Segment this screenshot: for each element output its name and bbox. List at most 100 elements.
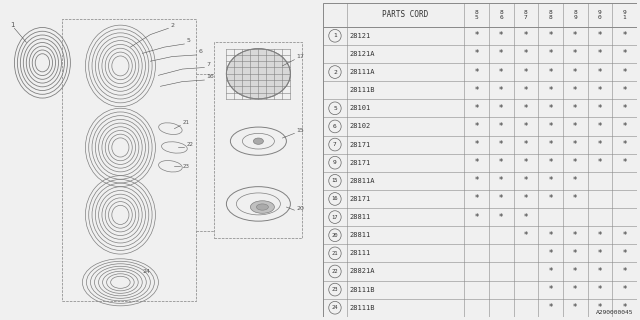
Text: 7: 7 [206, 62, 211, 67]
Text: 28121: 28121 [350, 33, 371, 39]
Text: *: * [573, 285, 577, 294]
Text: *: * [622, 285, 627, 294]
Text: *: * [548, 267, 553, 276]
Text: *: * [474, 122, 479, 131]
Text: *: * [474, 49, 479, 59]
Text: 8
7: 8 7 [524, 10, 528, 20]
Text: 15: 15 [296, 128, 304, 133]
Text: 2: 2 [170, 23, 174, 28]
Text: *: * [499, 31, 504, 40]
Text: 9
0: 9 0 [598, 10, 602, 20]
Text: 22: 22 [186, 142, 193, 147]
Text: 23: 23 [332, 287, 338, 292]
Text: *: * [474, 140, 479, 149]
Text: *: * [622, 140, 627, 149]
Text: *: * [573, 176, 577, 185]
Text: 17: 17 [332, 215, 338, 220]
Text: *: * [524, 49, 528, 59]
Ellipse shape [253, 138, 264, 144]
Text: *: * [573, 122, 577, 131]
Text: 28811: 28811 [350, 214, 371, 220]
Text: 28111B: 28111B [350, 305, 375, 311]
Text: 2: 2 [333, 69, 337, 75]
Text: *: * [548, 86, 553, 95]
Text: 9
1: 9 1 [623, 10, 627, 20]
Text: *: * [598, 68, 602, 76]
Text: 16: 16 [206, 75, 214, 79]
Text: *: * [598, 158, 602, 167]
Text: 24: 24 [332, 305, 338, 310]
Text: *: * [598, 231, 602, 240]
Text: *: * [598, 49, 602, 59]
Text: *: * [622, 49, 627, 59]
Text: *: * [474, 176, 479, 185]
Text: 28111B: 28111B [350, 87, 375, 93]
Text: 16: 16 [332, 196, 338, 202]
Ellipse shape [227, 49, 291, 99]
Text: *: * [598, 86, 602, 95]
Text: *: * [499, 49, 504, 59]
Text: *: * [573, 158, 577, 167]
Text: 9: 9 [333, 160, 337, 165]
Text: *: * [474, 212, 479, 221]
Text: *: * [499, 104, 504, 113]
Text: *: * [598, 31, 602, 40]
Text: 8
8: 8 8 [548, 10, 552, 20]
Text: *: * [499, 158, 504, 167]
Text: *: * [622, 303, 627, 312]
Text: *: * [622, 68, 627, 76]
Text: *: * [548, 122, 553, 131]
Text: 28171: 28171 [350, 141, 371, 148]
Text: *: * [499, 140, 504, 149]
Text: *: * [474, 68, 479, 76]
Text: 17: 17 [296, 54, 304, 59]
Ellipse shape [257, 204, 268, 210]
Text: *: * [548, 31, 553, 40]
Text: *: * [474, 31, 479, 40]
Text: 28171: 28171 [350, 196, 371, 202]
Text: *: * [524, 176, 528, 185]
Text: *: * [598, 267, 602, 276]
Text: *: * [598, 303, 602, 312]
Text: 28111A: 28111A [350, 69, 375, 75]
Text: 28101: 28101 [350, 105, 371, 111]
Text: *: * [499, 195, 504, 204]
Text: *: * [598, 104, 602, 113]
Text: *: * [524, 104, 528, 113]
Text: PARTS CORD: PARTS CORD [382, 11, 429, 20]
Text: *: * [548, 49, 553, 59]
Text: *: * [474, 86, 479, 95]
Text: 21: 21 [182, 120, 189, 125]
Text: *: * [499, 86, 504, 95]
Text: *: * [622, 104, 627, 113]
Text: 1: 1 [333, 33, 337, 38]
Text: 7: 7 [333, 142, 337, 147]
Text: *: * [573, 249, 577, 258]
Text: *: * [474, 104, 479, 113]
Text: *: * [499, 176, 504, 185]
Text: *: * [622, 158, 627, 167]
Text: *: * [573, 104, 577, 113]
Text: 23: 23 [182, 164, 189, 169]
Text: *: * [573, 49, 577, 59]
Text: *: * [573, 86, 577, 95]
Text: *: * [573, 31, 577, 40]
Text: *: * [524, 140, 528, 149]
Text: 8
9: 8 9 [573, 10, 577, 20]
Text: *: * [548, 285, 553, 294]
Text: 28811: 28811 [350, 232, 371, 238]
Text: *: * [524, 195, 528, 204]
Text: *: * [474, 158, 479, 167]
Text: 15: 15 [332, 178, 338, 183]
Text: *: * [548, 140, 553, 149]
Text: A290000045: A290000045 [596, 310, 634, 315]
Text: *: * [548, 104, 553, 113]
Text: *: * [474, 195, 479, 204]
Text: 20: 20 [332, 233, 338, 238]
Text: 28121A: 28121A [350, 51, 375, 57]
Text: *: * [573, 303, 577, 312]
Text: *: * [499, 212, 504, 221]
Text: 28111B: 28111B [350, 287, 375, 292]
Text: 21: 21 [332, 251, 338, 256]
Text: *: * [524, 158, 528, 167]
